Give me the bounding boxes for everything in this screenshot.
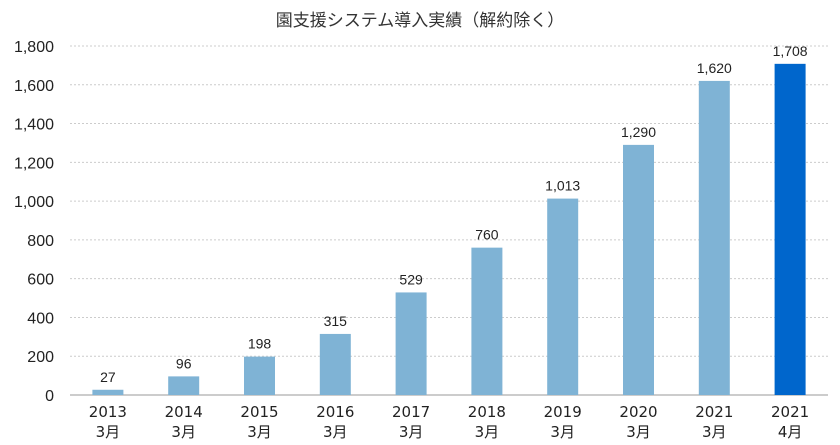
x-tick-label-month: 3月 xyxy=(171,423,196,441)
x-tick-label-year: 2014 xyxy=(165,403,203,421)
x-tick-label-month: 3月 xyxy=(323,423,348,441)
bar xyxy=(168,376,200,395)
x-tick-label-year: 2021 xyxy=(695,403,733,421)
data-label: 1,620 xyxy=(697,60,732,76)
y-tick-label: 1,400 xyxy=(14,117,54,134)
data-label: 315 xyxy=(324,313,348,329)
bar xyxy=(623,144,654,395)
x-tick-label-year: 2016 xyxy=(316,403,354,421)
x-tick-label-month: 3月 xyxy=(702,423,727,441)
data-label: 1,708 xyxy=(773,43,808,59)
x-tick-label-year: 2018 xyxy=(468,403,506,421)
data-label: 1,013 xyxy=(545,178,580,194)
chart-title: 園支援システム導入実績（解約除く） xyxy=(275,11,565,31)
x-tick-label-month: 3月 xyxy=(475,423,500,441)
y-tick-label: 800 xyxy=(27,233,54,250)
bar xyxy=(244,356,275,395)
data-label: 529 xyxy=(399,271,423,287)
x-tick-label-year: 2021 xyxy=(771,403,809,421)
data-label: 760 xyxy=(475,227,499,243)
x-tick-label-year: 2015 xyxy=(240,403,278,421)
x-tick-label-year: 2013 xyxy=(89,403,127,421)
y-tick-label: 0 xyxy=(45,388,54,405)
x-tick-label-year: 2017 xyxy=(392,403,430,421)
data-label: 1,290 xyxy=(621,124,656,140)
x-tick-label-month: 3月 xyxy=(247,423,272,441)
x-tick-label-month: 3月 xyxy=(626,423,651,441)
bar xyxy=(92,389,124,395)
bar xyxy=(547,198,579,395)
y-tick-label: 400 xyxy=(27,310,54,327)
bar xyxy=(471,247,503,395)
bar xyxy=(774,63,806,396)
bar xyxy=(698,80,730,396)
y-tick-label: 1,000 xyxy=(14,194,54,211)
data-label: 198 xyxy=(248,336,272,352)
y-tick-label: 1,800 xyxy=(14,39,54,56)
data-label: 96 xyxy=(176,355,192,371)
x-tick-label-month: 4月 xyxy=(778,423,803,441)
x-tick-label-month: 3月 xyxy=(96,423,121,441)
x-tick-label-month: 3月 xyxy=(550,423,575,441)
y-tick-label: 600 xyxy=(27,272,54,289)
y-tick-label: 200 xyxy=(27,349,54,366)
x-tick-label-year: 2020 xyxy=(619,403,657,421)
y-tick-label: 1,200 xyxy=(14,155,54,172)
data-label: 27 xyxy=(100,369,116,385)
y-tick-label: 1,600 xyxy=(14,78,54,95)
bar xyxy=(395,292,427,395)
x-tick-label-month: 3月 xyxy=(399,423,424,441)
x-tick-label-year: 2019 xyxy=(544,403,582,421)
bar xyxy=(319,333,351,395)
